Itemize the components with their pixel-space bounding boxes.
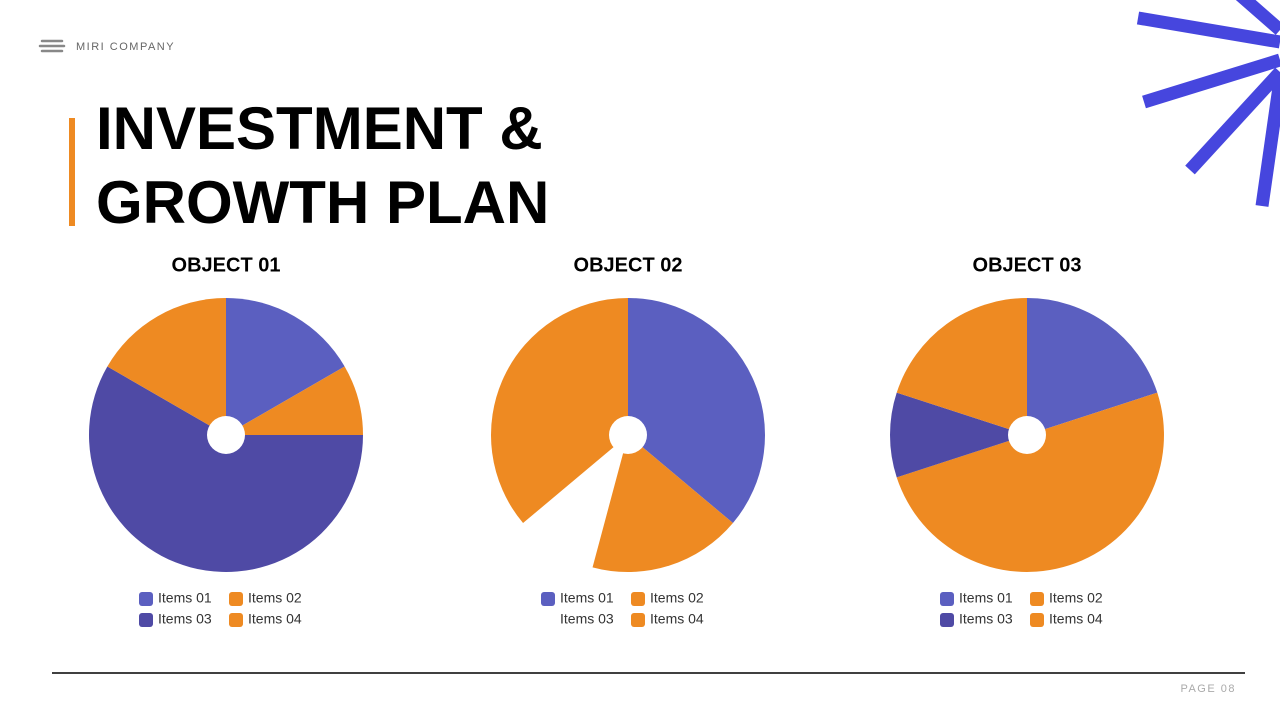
title-accent xyxy=(69,118,75,226)
legend-label: Items 02 xyxy=(1049,590,1103,606)
legend-swatch xyxy=(541,592,555,606)
title: GROWTH PLAN xyxy=(96,169,549,236)
legend-swatch xyxy=(139,592,153,606)
pie-slice xyxy=(896,392,1164,572)
pie-slice xyxy=(628,298,765,524)
legend-swatch xyxy=(229,613,243,627)
pie-slice xyxy=(107,298,226,435)
chart-title: OBJECT 03 xyxy=(973,254,1082,276)
legend-label: Items 03 xyxy=(158,611,212,627)
legend-label: Items 02 xyxy=(248,590,302,606)
title: INVESTMENT & xyxy=(96,95,543,162)
legend-swatch xyxy=(1030,592,1044,606)
legend-swatch xyxy=(1030,613,1044,627)
legend-label: Items 01 xyxy=(158,590,212,606)
pie-slice xyxy=(88,366,363,572)
pie-slice xyxy=(896,298,1027,435)
pie-hole xyxy=(207,416,245,454)
legend-swatch xyxy=(631,613,645,627)
legend-swatch xyxy=(139,613,153,627)
pie-slice xyxy=(226,298,345,435)
legend-swatch xyxy=(940,592,954,606)
pie-hole xyxy=(1008,416,1046,454)
pie-hole xyxy=(609,416,647,454)
starburst xyxy=(1136,0,1280,207)
legend-label: Items 04 xyxy=(650,611,704,627)
chart-title: OBJECT 01 xyxy=(172,254,281,276)
page-number: PAGE 08 xyxy=(1180,683,1236,695)
legend-label: Items 01 xyxy=(560,590,614,606)
legend-label: Items 01 xyxy=(959,590,1013,606)
legend-swatch xyxy=(229,592,243,606)
legend-label: Items 02 xyxy=(650,590,704,606)
legend-label: Items 03 xyxy=(959,611,1013,627)
legend-swatch xyxy=(940,613,954,627)
legend-label: Items 03 xyxy=(560,611,614,627)
pie-slice xyxy=(1027,298,1158,435)
pie-slice xyxy=(592,435,733,572)
pie-slice xyxy=(490,298,628,524)
legend-label: Items 04 xyxy=(1049,611,1103,627)
pie-slice xyxy=(889,392,1027,478)
logo xyxy=(38,39,66,53)
pie-slice xyxy=(226,366,363,435)
company-name: MIRI COMPANY xyxy=(76,41,175,53)
legend-label: Items 04 xyxy=(248,611,302,627)
chart-title: OBJECT 02 xyxy=(574,254,683,276)
legend-swatch xyxy=(631,592,645,606)
